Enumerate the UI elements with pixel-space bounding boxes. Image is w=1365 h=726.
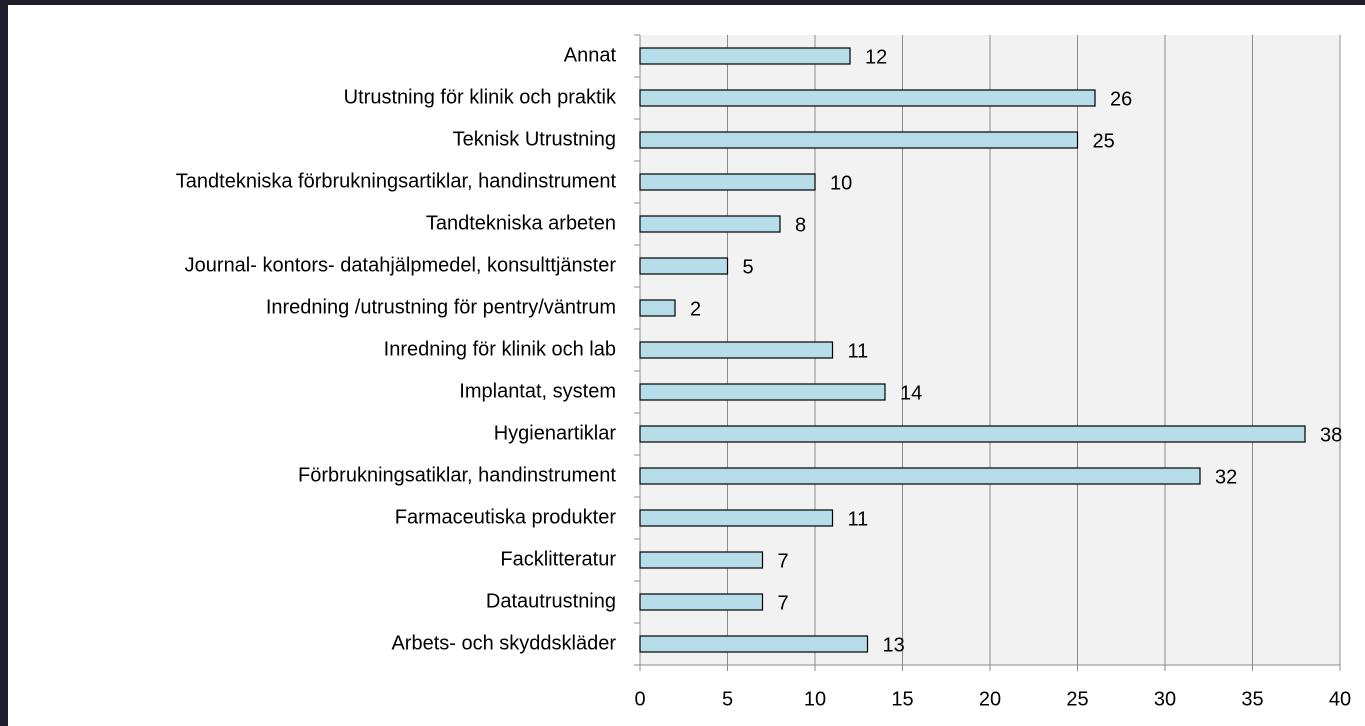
y-tick-label: Inredning för klinik och lab xyxy=(384,338,616,360)
bar xyxy=(639,635,869,653)
bar xyxy=(639,257,729,275)
bar xyxy=(639,383,886,401)
bar xyxy=(639,425,1306,443)
value-label: 12 xyxy=(865,46,887,68)
y-tick-label: Arbets- och skyddskläder xyxy=(391,632,616,654)
y-tick-label: Hygienartiklar xyxy=(494,422,617,444)
value-label: 14 xyxy=(900,382,922,404)
bar xyxy=(639,173,816,191)
value-label: 7 xyxy=(778,592,789,614)
y-tick-label: Journal- kontors- datahjälpmedel, konsul… xyxy=(185,254,617,276)
x-tick-label: 40 xyxy=(1329,688,1351,710)
y-tick-label: Farmaceutiska produkter xyxy=(395,506,617,528)
x-tick-label: 25 xyxy=(1066,688,1088,710)
x-tick-label: 5 xyxy=(722,688,733,710)
y-tick-label: Implantat, system xyxy=(459,380,616,402)
y-tick-label: Teknisk Utrustning xyxy=(453,128,616,150)
value-label: 26 xyxy=(1110,88,1132,110)
x-tick-label: 35 xyxy=(1241,688,1263,710)
bar xyxy=(639,299,676,317)
x-tick-label: 15 xyxy=(891,688,913,710)
x-tick-label: 30 xyxy=(1154,688,1176,710)
y-tick-label: Utrustning för klinik och praktik xyxy=(344,86,617,108)
bar xyxy=(639,215,781,233)
y-tick-label: Datautrustning xyxy=(486,590,616,612)
bar xyxy=(639,551,764,569)
value-label: 10 xyxy=(830,172,852,194)
x-tick-label: 0 xyxy=(634,688,645,710)
bar xyxy=(639,47,851,65)
y-tick-label: Tandtekniska arbeten xyxy=(426,212,616,234)
bar xyxy=(639,467,1201,485)
bar xyxy=(639,131,1079,149)
bar xyxy=(639,509,834,527)
y-tick-label: Annat xyxy=(564,44,617,66)
y-tick-label: Förbrukningsatiklar, handinstrument xyxy=(298,464,616,486)
bar xyxy=(639,593,764,611)
bar xyxy=(639,89,1096,107)
y-tick-label: Tandtekniska förbrukningsartiklar, handi… xyxy=(176,170,617,192)
value-label: 8 xyxy=(795,214,806,236)
value-label: 11 xyxy=(848,508,869,530)
value-label: 5 xyxy=(743,256,754,278)
value-label: 11 xyxy=(848,340,869,362)
bar xyxy=(639,341,834,359)
value-label: 25 xyxy=(1093,130,1115,152)
value-label: 2 xyxy=(690,298,701,320)
x-tick-label: 10 xyxy=(804,688,826,710)
value-label: 38 xyxy=(1320,424,1342,446)
x-tick-label: 20 xyxy=(979,688,1001,710)
value-label: 13 xyxy=(883,634,905,656)
y-tick-label: Inredning /utrustning för pentry/väntrum xyxy=(266,296,616,318)
value-label: 7 xyxy=(778,550,789,572)
value-label: 32 xyxy=(1215,466,1237,488)
y-tick-label: Facklitteratur xyxy=(500,548,616,570)
